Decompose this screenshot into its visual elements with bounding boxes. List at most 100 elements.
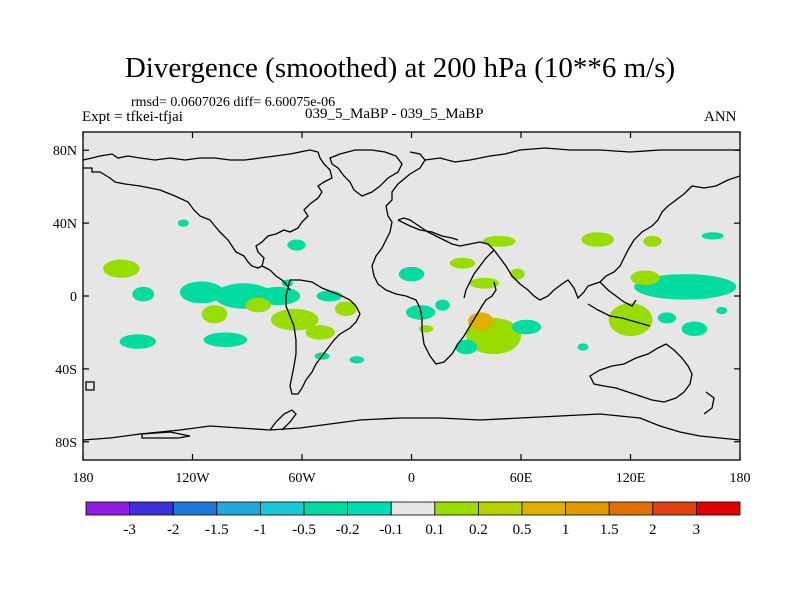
coastline-central-america (261, 265, 291, 291)
contour-region-20 (449, 257, 476, 269)
longitude-axis: 180 120W 60W 0 60E 120E 180 (73, 132, 751, 486)
season-label: ANN (704, 109, 737, 125)
rmsd-diff-text: rmsd= 0.0607026 diff= 6.60075e-06 (131, 95, 336, 110)
coastline-mediterranean (397, 219, 459, 241)
lon-tick-label: 180 (730, 471, 751, 486)
coastline-indonesia (587, 303, 651, 327)
colorbar-label: -0.1 (379, 522, 403, 538)
colorbar-label: 1 (562, 522, 570, 538)
colorbar-label: 0.2 (469, 522, 488, 538)
contour-region-39 (716, 306, 728, 315)
coastline-southeast-asia (599, 281, 637, 307)
contour-region-28 (418, 325, 434, 333)
coastline-europe-africa-west (371, 151, 497, 365)
contour-region-2 (132, 286, 155, 302)
colorbar-label: -0.2 (336, 522, 360, 538)
contour-region-23 (510, 268, 525, 280)
coastline-arabia-africa (463, 249, 495, 299)
colorbar-label: -1 (254, 522, 267, 538)
colorbar-swatch (434, 501, 479, 516)
contour-region-16 (177, 219, 189, 227)
colorbar-label: 2 (649, 522, 657, 538)
contour-region-1 (103, 259, 140, 278)
lon-tick-label: 0 (408, 471, 415, 486)
contour-region-19 (398, 266, 425, 282)
colorbar-label: 1.5 (600, 522, 619, 538)
lon-tick-label: 120E (616, 471, 646, 486)
contour-region-21 (482, 235, 516, 247)
colorbar-swatch (565, 501, 610, 516)
contour-region-37 (657, 312, 677, 324)
contour-region-15 (349, 356, 365, 364)
contour-region-10 (270, 308, 319, 331)
coastline-small-island (141, 431, 191, 439)
plot-title: Divergence (smoothed) at 200 hPa (10**6 … (124, 52, 676, 84)
coastline-asia-east (397, 175, 740, 301)
experiment-label: Expt = tfkei-tfjai (82, 109, 183, 125)
colorbar-label: -1.5 (205, 522, 229, 538)
contour-region-13 (316, 290, 343, 302)
colorbar-label: -0.5 (292, 522, 316, 538)
contour-region-31 (581, 232, 615, 247)
lat-tick-label: 80N (53, 144, 77, 159)
contour-region-3 (119, 334, 156, 349)
colorbar-swatch (129, 501, 174, 516)
lon-tick-label: 60W (288, 471, 316, 486)
contour-region-8 (203, 332, 248, 348)
colorbar-swatch (85, 501, 130, 516)
contour-region-33 (634, 274, 737, 300)
colorbar: -3 -2 -1.5 -1 -0.5 -0.2 -0.1 0.1 0.2 0.5 1 1.5 2 3 (85, 501, 741, 538)
contour-region-34 (630, 270, 660, 286)
contour-region-27 (435, 299, 450, 311)
contour-region-29 (455, 339, 478, 355)
contour-region-25 (468, 312, 494, 331)
colorbar-swatch (390, 501, 436, 516)
colorbar-label: -3 (123, 522, 136, 538)
colorbar-swatch (477, 501, 523, 516)
contour-region-22 (469, 277, 500, 289)
coastline-south-america (285, 279, 361, 395)
coastline-greenland (329, 149, 403, 197)
lat-tick-label: 0 (70, 290, 77, 305)
colorbar-swatch (216, 501, 261, 516)
colorbar-swatch (172, 501, 218, 516)
contour-region-9 (245, 297, 271, 313)
contour-region-12 (334, 301, 357, 317)
latitude-axis: 80N 40N 0 40S 80S (53, 144, 740, 451)
case-label: 039_5_MaBP - 039_5_MaBP (305, 106, 484, 122)
colorbar-swatch (521, 501, 566, 516)
colorbar-label: 0.1 (425, 522, 444, 538)
lon-tick-label: 120W (175, 471, 210, 486)
coastline-australia (589, 343, 693, 403)
colorbar-swatch (696, 501, 741, 516)
colorbar-swatch (303, 501, 348, 516)
contour-region-0 (701, 232, 724, 240)
contour-region-30 (511, 319, 542, 335)
contour-region-36 (681, 321, 708, 337)
contour-region-7 (201, 305, 228, 324)
lon-tick-label: 180 (73, 471, 94, 486)
colorbar-label: -2 (167, 522, 180, 538)
colorbar-swatch (608, 501, 654, 516)
contour-region-35 (608, 303, 653, 337)
coastline-antarctic-peninsula (269, 409, 297, 431)
lat-tick-label: 80S (55, 436, 77, 451)
divergence-contours (103, 219, 737, 364)
lat-tick-label: 40N (53, 217, 77, 232)
contour-region-32 (643, 235, 662, 247)
coastline-antarctica (83, 413, 740, 441)
contour-region-11 (305, 325, 335, 340)
contour-region-38 (577, 343, 589, 351)
coastlines (83, 147, 740, 441)
coastline-small-island-2 (85, 381, 95, 391)
coastline-north-america (83, 149, 333, 269)
colorbar-swatch (259, 501, 305, 516)
lat-tick-label: 40S (55, 363, 77, 378)
colorbar-label: 3 (693, 522, 701, 538)
coastline-new-zealand (703, 391, 715, 415)
colorbar-swatch (347, 501, 392, 516)
colorbar-label: 0.5 (513, 522, 532, 538)
colorbar-swatch (652, 501, 697, 516)
contour-region-4 (179, 281, 224, 304)
